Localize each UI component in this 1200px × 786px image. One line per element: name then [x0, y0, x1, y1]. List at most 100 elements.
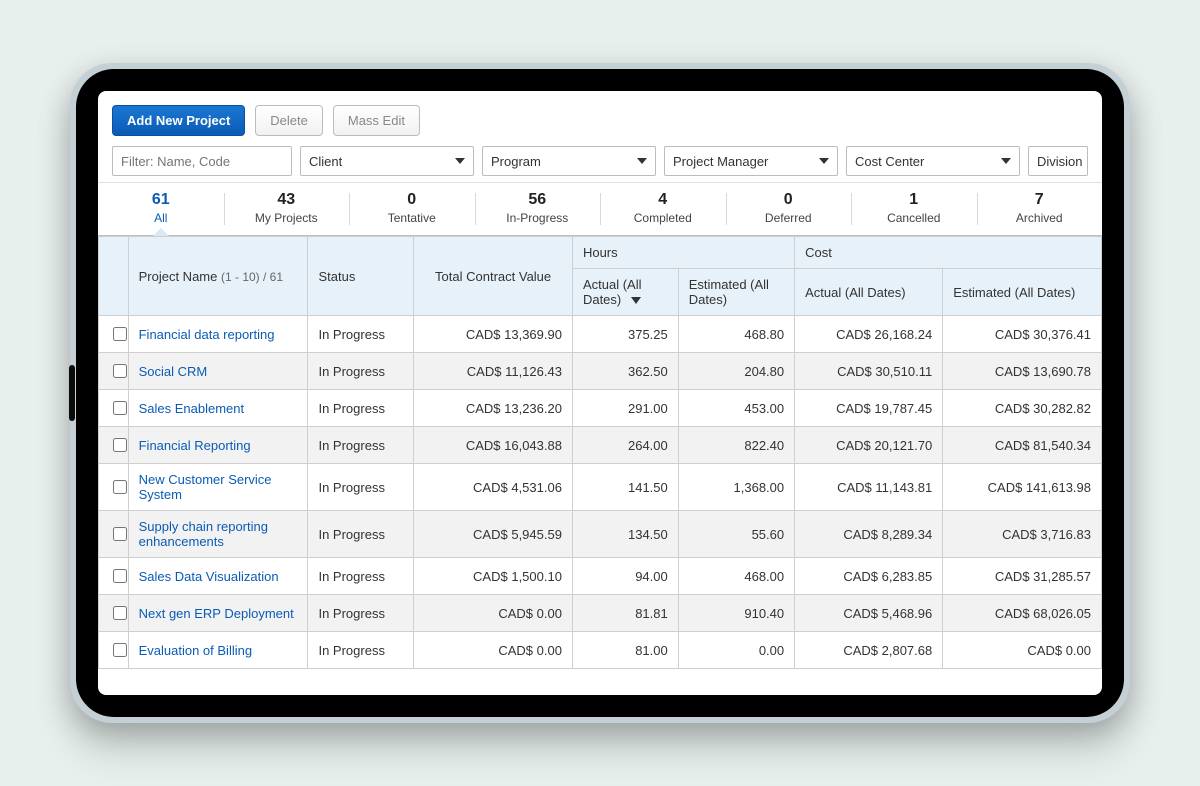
cell-contract-value: CAD$ 0.00 [414, 595, 573, 632]
filter-client-select[interactable]: Client [300, 146, 474, 176]
status-tab-count: 61 [98, 191, 224, 209]
project-link[interactable]: Evaluation of Billing [139, 643, 252, 658]
filter-pm-select[interactable]: Project Manager [664, 146, 838, 176]
tablet-side-button [69, 365, 75, 421]
status-tab-completed[interactable]: 4 Completed [600, 183, 726, 235]
projects-table: Project Name (1 - 10) / 61 Status Total … [98, 236, 1102, 669]
filter-costcenter-select[interactable]: Cost Center [846, 146, 1020, 176]
col-project-name-label: Project Name [139, 269, 218, 284]
cell-cost-estimated: CAD$ 81,540.34 [943, 427, 1102, 464]
row-checkbox[interactable] [113, 480, 127, 494]
mass-edit-button[interactable]: Mass Edit [333, 105, 420, 136]
row-checkbox[interactable] [113, 438, 127, 452]
col-contract-value[interactable]: Total Contract Value [414, 237, 573, 316]
chevron-down-icon [455, 158, 465, 164]
status-tab-label: Deferred [726, 211, 852, 225]
col-status[interactable]: Status [308, 237, 414, 316]
status-tab-tentative[interactable]: 0Tentative [349, 183, 475, 235]
row-checkbox[interactable] [113, 606, 127, 620]
project-link[interactable]: New Customer Service System [139, 472, 272, 502]
project-link[interactable]: Financial Reporting [139, 438, 251, 453]
project-link[interactable]: Sales Enablement [139, 401, 245, 416]
row-checkbox[interactable] [113, 569, 127, 583]
table-row: Financial data reportingIn ProgressCAD$ … [99, 316, 1102, 353]
cell-hours-actual: 94.00 [572, 558, 678, 595]
toolbar: Add New Project Delete Mass Edit [98, 91, 1102, 146]
col-project-name[interactable]: Project Name (1 - 10) / 61 [128, 237, 308, 316]
cell-cost-actual: CAD$ 6,283.85 [795, 558, 943, 595]
pager-text: (1 - 10) / 61 [221, 270, 283, 284]
table-row: Sales EnablementIn ProgressCAD$ 13,236.2… [99, 390, 1102, 427]
project-link[interactable]: Supply chain reporting enhancements [139, 519, 268, 549]
status-tab-label: In-Progress [475, 211, 601, 225]
cell-status: In Progress [308, 353, 414, 390]
cell-cost-actual: CAD$ 26,168.24 [795, 316, 943, 353]
add-new-project-button[interactable]: Add New Project [112, 105, 245, 136]
status-tab-count: 4 [600, 191, 726, 209]
status-tab-label: Completed [600, 211, 726, 225]
delete-button[interactable]: Delete [255, 105, 323, 136]
col-hours-estimated[interactable]: Estimated (All Dates) [678, 269, 794, 316]
col-select-all[interactable] [99, 237, 129, 316]
status-tab-my-projects[interactable]: 43My Projects [224, 183, 350, 235]
cell-cost-actual: CAD$ 8,289.34 [795, 511, 943, 558]
cell-project-name: Financial Reporting [128, 427, 308, 464]
status-tab-deferred[interactable]: 0Deferred [726, 183, 852, 235]
row-checkbox[interactable] [113, 327, 127, 341]
col-hours-actual[interactable]: Actual (All Dates) [572, 269, 678, 316]
status-tab-count: 1 [851, 191, 977, 209]
filter-bar: Client Program Project Manager Cost Cent… [98, 146, 1102, 182]
row-checkbox[interactable] [113, 643, 127, 657]
row-checkbox[interactable] [113, 364, 127, 378]
table-row: Social CRMIn ProgressCAD$ 11,126.43362.5… [99, 353, 1102, 390]
project-link[interactable]: Social CRM [139, 364, 208, 379]
status-tab-archived[interactable]: 7Archived [977, 183, 1103, 235]
cell-cost-estimated: CAD$ 3,716.83 [943, 511, 1102, 558]
status-tab-in-progress[interactable]: 56In-Progress [475, 183, 601, 235]
cell-contract-value: CAD$ 13,369.90 [414, 316, 573, 353]
cell-status: In Progress [308, 511, 414, 558]
cell-hours-actual: 134.50 [572, 511, 678, 558]
cell-cost-estimated: CAD$ 68,026.05 [943, 595, 1102, 632]
filter-name-code-input[interactable] [112, 146, 292, 176]
cell-contract-value: CAD$ 16,043.88 [414, 427, 573, 464]
filter-client-label: Client [309, 154, 342, 169]
cell-hours-actual: 141.50 [572, 464, 678, 511]
table-row: Next gen ERP DeploymentIn ProgressCAD$ 0… [99, 595, 1102, 632]
status-tab-cancelled[interactable]: 1Cancelled [851, 183, 977, 235]
row-checkbox-cell [99, 464, 129, 511]
cell-cost-estimated: CAD$ 0.00 [943, 632, 1102, 669]
projects-table-wrap: Project Name (1 - 10) / 61 Status Total … [98, 236, 1102, 695]
cell-contract-value: CAD$ 1,500.10 [414, 558, 573, 595]
cell-status: In Progress [308, 316, 414, 353]
project-link[interactable]: Financial data reporting [139, 327, 275, 342]
row-checkbox-cell [99, 595, 129, 632]
cell-cost-actual: CAD$ 19,787.45 [795, 390, 943, 427]
tablet-frame: Add New Project Delete Mass Edit Client … [70, 63, 1130, 723]
project-link[interactable]: Next gen ERP Deployment [139, 606, 294, 621]
cell-status: In Progress [308, 427, 414, 464]
col-cost-estimated[interactable]: Estimated (All Dates) [943, 269, 1102, 316]
row-checkbox-cell [99, 390, 129, 427]
status-tab-all[interactable]: 61All [98, 183, 224, 235]
filter-program-select[interactable]: Program [482, 146, 656, 176]
cell-hours-actual: 81.00 [572, 632, 678, 669]
row-checkbox-cell [99, 353, 129, 390]
cell-cost-estimated: CAD$ 30,282.82 [943, 390, 1102, 427]
cell-cost-estimated: CAD$ 31,285.57 [943, 558, 1102, 595]
col-cost-actual[interactable]: Actual (All Dates) [795, 269, 943, 316]
cell-status: In Progress [308, 464, 414, 511]
project-link[interactable]: Sales Data Visualization [139, 569, 279, 584]
cell-cost-actual: CAD$ 11,143.81 [795, 464, 943, 511]
table-row: Financial Reporting In ProgressCAD$ 16,04… [99, 427, 1102, 464]
cell-hours-estimated: 453.00 [678, 390, 794, 427]
cell-status: In Progress [308, 558, 414, 595]
filter-division-select[interactable]: Division [1028, 146, 1088, 176]
filter-program-label: Program [491, 154, 541, 169]
row-checkbox[interactable] [113, 527, 127, 541]
cell-contract-value: CAD$ 5,945.59 [414, 511, 573, 558]
row-checkbox[interactable] [113, 401, 127, 415]
cell-hours-estimated: 55.60 [678, 511, 794, 558]
cell-project-name: Financial data reporting [128, 316, 308, 353]
cell-hours-actual: 81.81 [572, 595, 678, 632]
